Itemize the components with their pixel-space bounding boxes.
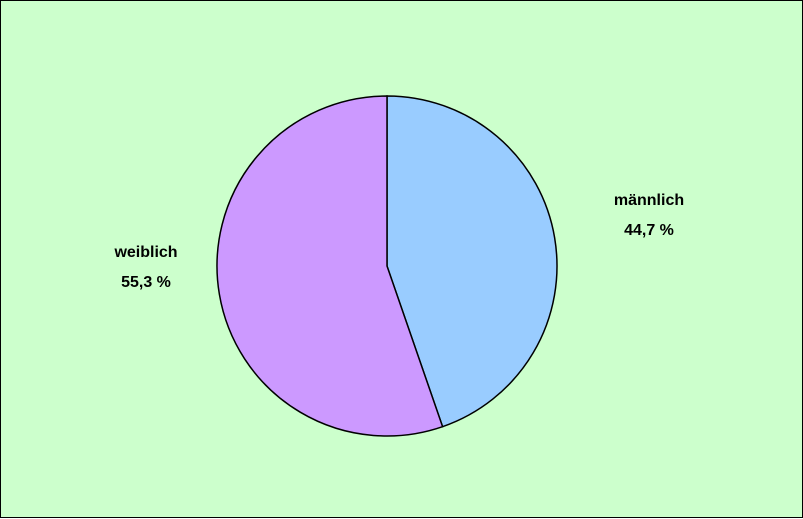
slice-value-label: 44,7 % (624, 222, 674, 239)
slice-name-label: männlich (614, 192, 684, 209)
slice-name-label: weiblich (113, 244, 177, 261)
slice-value-label: 55,3 % (121, 274, 171, 291)
pie-slice-maennlich (386, 95, 558, 428)
pie-slice-weiblich (216, 95, 444, 437)
